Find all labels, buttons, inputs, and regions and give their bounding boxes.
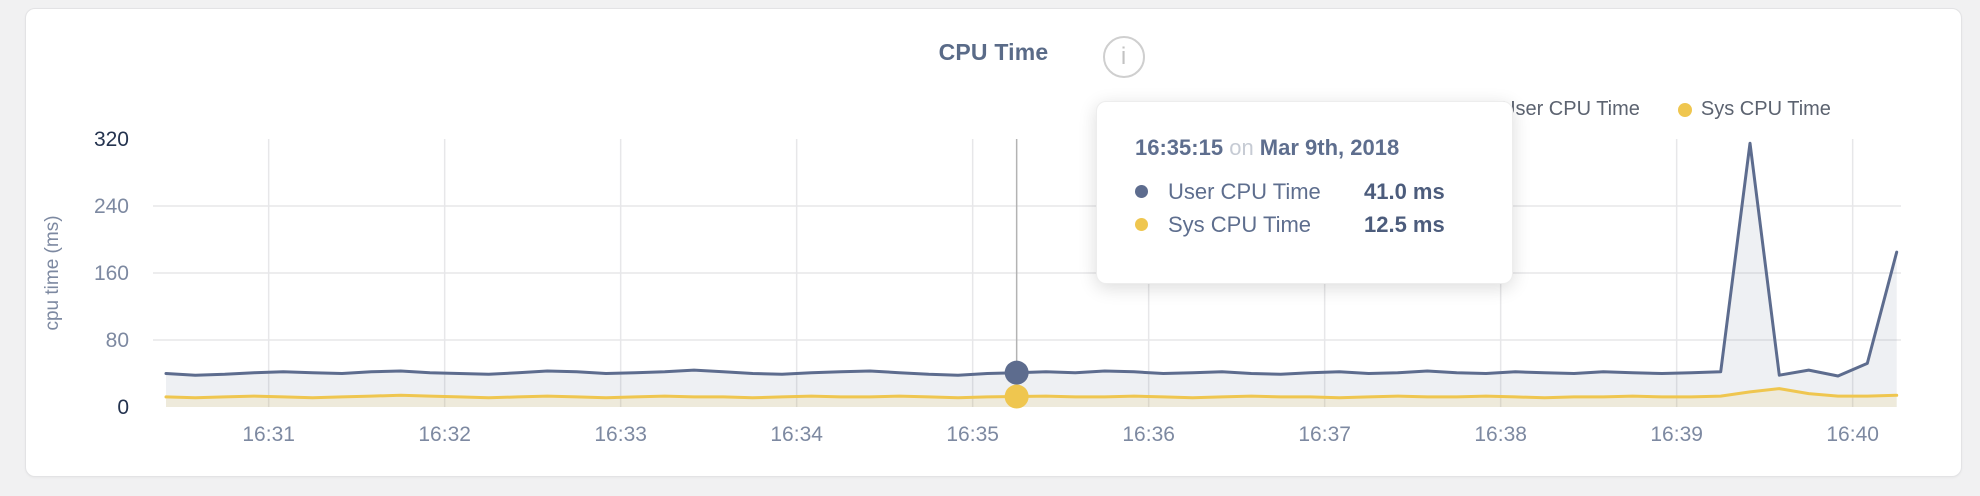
legend-label: User CPU Time	[1501, 98, 1640, 120]
tooltip-series-label: Sys CPU Time	[1168, 211, 1312, 237]
info-icon[interactable]: i	[1102, 36, 1145, 78]
x-tick-label: 16:37	[1298, 423, 1351, 446]
x-tick-label: 16:39	[1650, 423, 1703, 446]
cpu-time-chart[interactable]: 16:31 16:32 16:33 16:34 16:35 16:36 16:37 16:38…	[26, 9, 1963, 478]
y-tick-label: 80	[106, 329, 129, 352]
sys-cpu-time-dot-icon	[1135, 218, 1148, 231]
tooltip-row-sys: Sys CPU Time 12.5 ms	[1135, 208, 1512, 241]
chart-tooltip: 16:35:15 on Mar 9th, 2018 User CPU Time …	[1096, 101, 1513, 284]
x-tick-label: 16:31	[242, 423, 295, 446]
tooltip-connector: on	[1229, 135, 1260, 160]
tooltip-row-user: User CPU Time 41.0 ms	[1135, 175, 1512, 208]
tooltip-series-value: 41.0 ms	[1364, 178, 1445, 204]
legend-item-sys-cpu-time[interactable]: Sys CPU Time	[1677, 98, 1831, 121]
sys-cpu-time-line	[164, 387, 1899, 400]
tooltip-time: 16:35:15	[1135, 135, 1224, 160]
y-axis-title: cpu time (ms)	[42, 215, 63, 330]
y-tick-label: 160	[94, 262, 129, 285]
legend-label: Sys CPU Time	[1700, 98, 1831, 120]
sys-cpu-time-legend-dot	[1677, 102, 1692, 117]
hover-point-user-cpu-time	[1004, 360, 1029, 385]
tooltip-series-value: 12.5 ms	[1364, 211, 1445, 237]
user-cpu-time-line	[164, 141, 1899, 378]
chart-title: CPU Time	[938, 39, 1049, 65]
user-cpu-time-area	[166, 143, 1897, 407]
x-tick-label: 16:40	[1826, 423, 1879, 446]
y-tick-label: 320	[94, 128, 129, 151]
x-tick-label: 16:38	[1474, 423, 1527, 446]
x-tick-label: 16:32	[418, 423, 471, 446]
x-tick-label: 16:35	[946, 423, 999, 446]
tooltip-date: Mar 9th, 2018	[1259, 135, 1400, 160]
chart-header: CPU Time	[26, 39, 1961, 66]
x-tick-label: 16:36	[1122, 423, 1175, 446]
y-tick-label: 0	[117, 396, 129, 419]
chart-legend: User CPU Time Sys CPU Time	[1478, 98, 1831, 121]
tooltip-header: 16:35:15 on Mar 9th, 2018	[1135, 135, 1512, 161]
x-tick-label: 16:34	[770, 423, 823, 446]
tooltip-series-label: User CPU Time	[1168, 178, 1321, 204]
y-tick-label: 240	[94, 195, 129, 218]
x-tick-label: 16:33	[594, 423, 647, 446]
hover-point-sys-cpu-time	[1004, 384, 1029, 409]
user-cpu-time-dot-icon	[1135, 185, 1148, 198]
chart-card: CPU Time i 16:31 16:32 16:33 16:34 16:35 16:3…	[25, 8, 1962, 477]
